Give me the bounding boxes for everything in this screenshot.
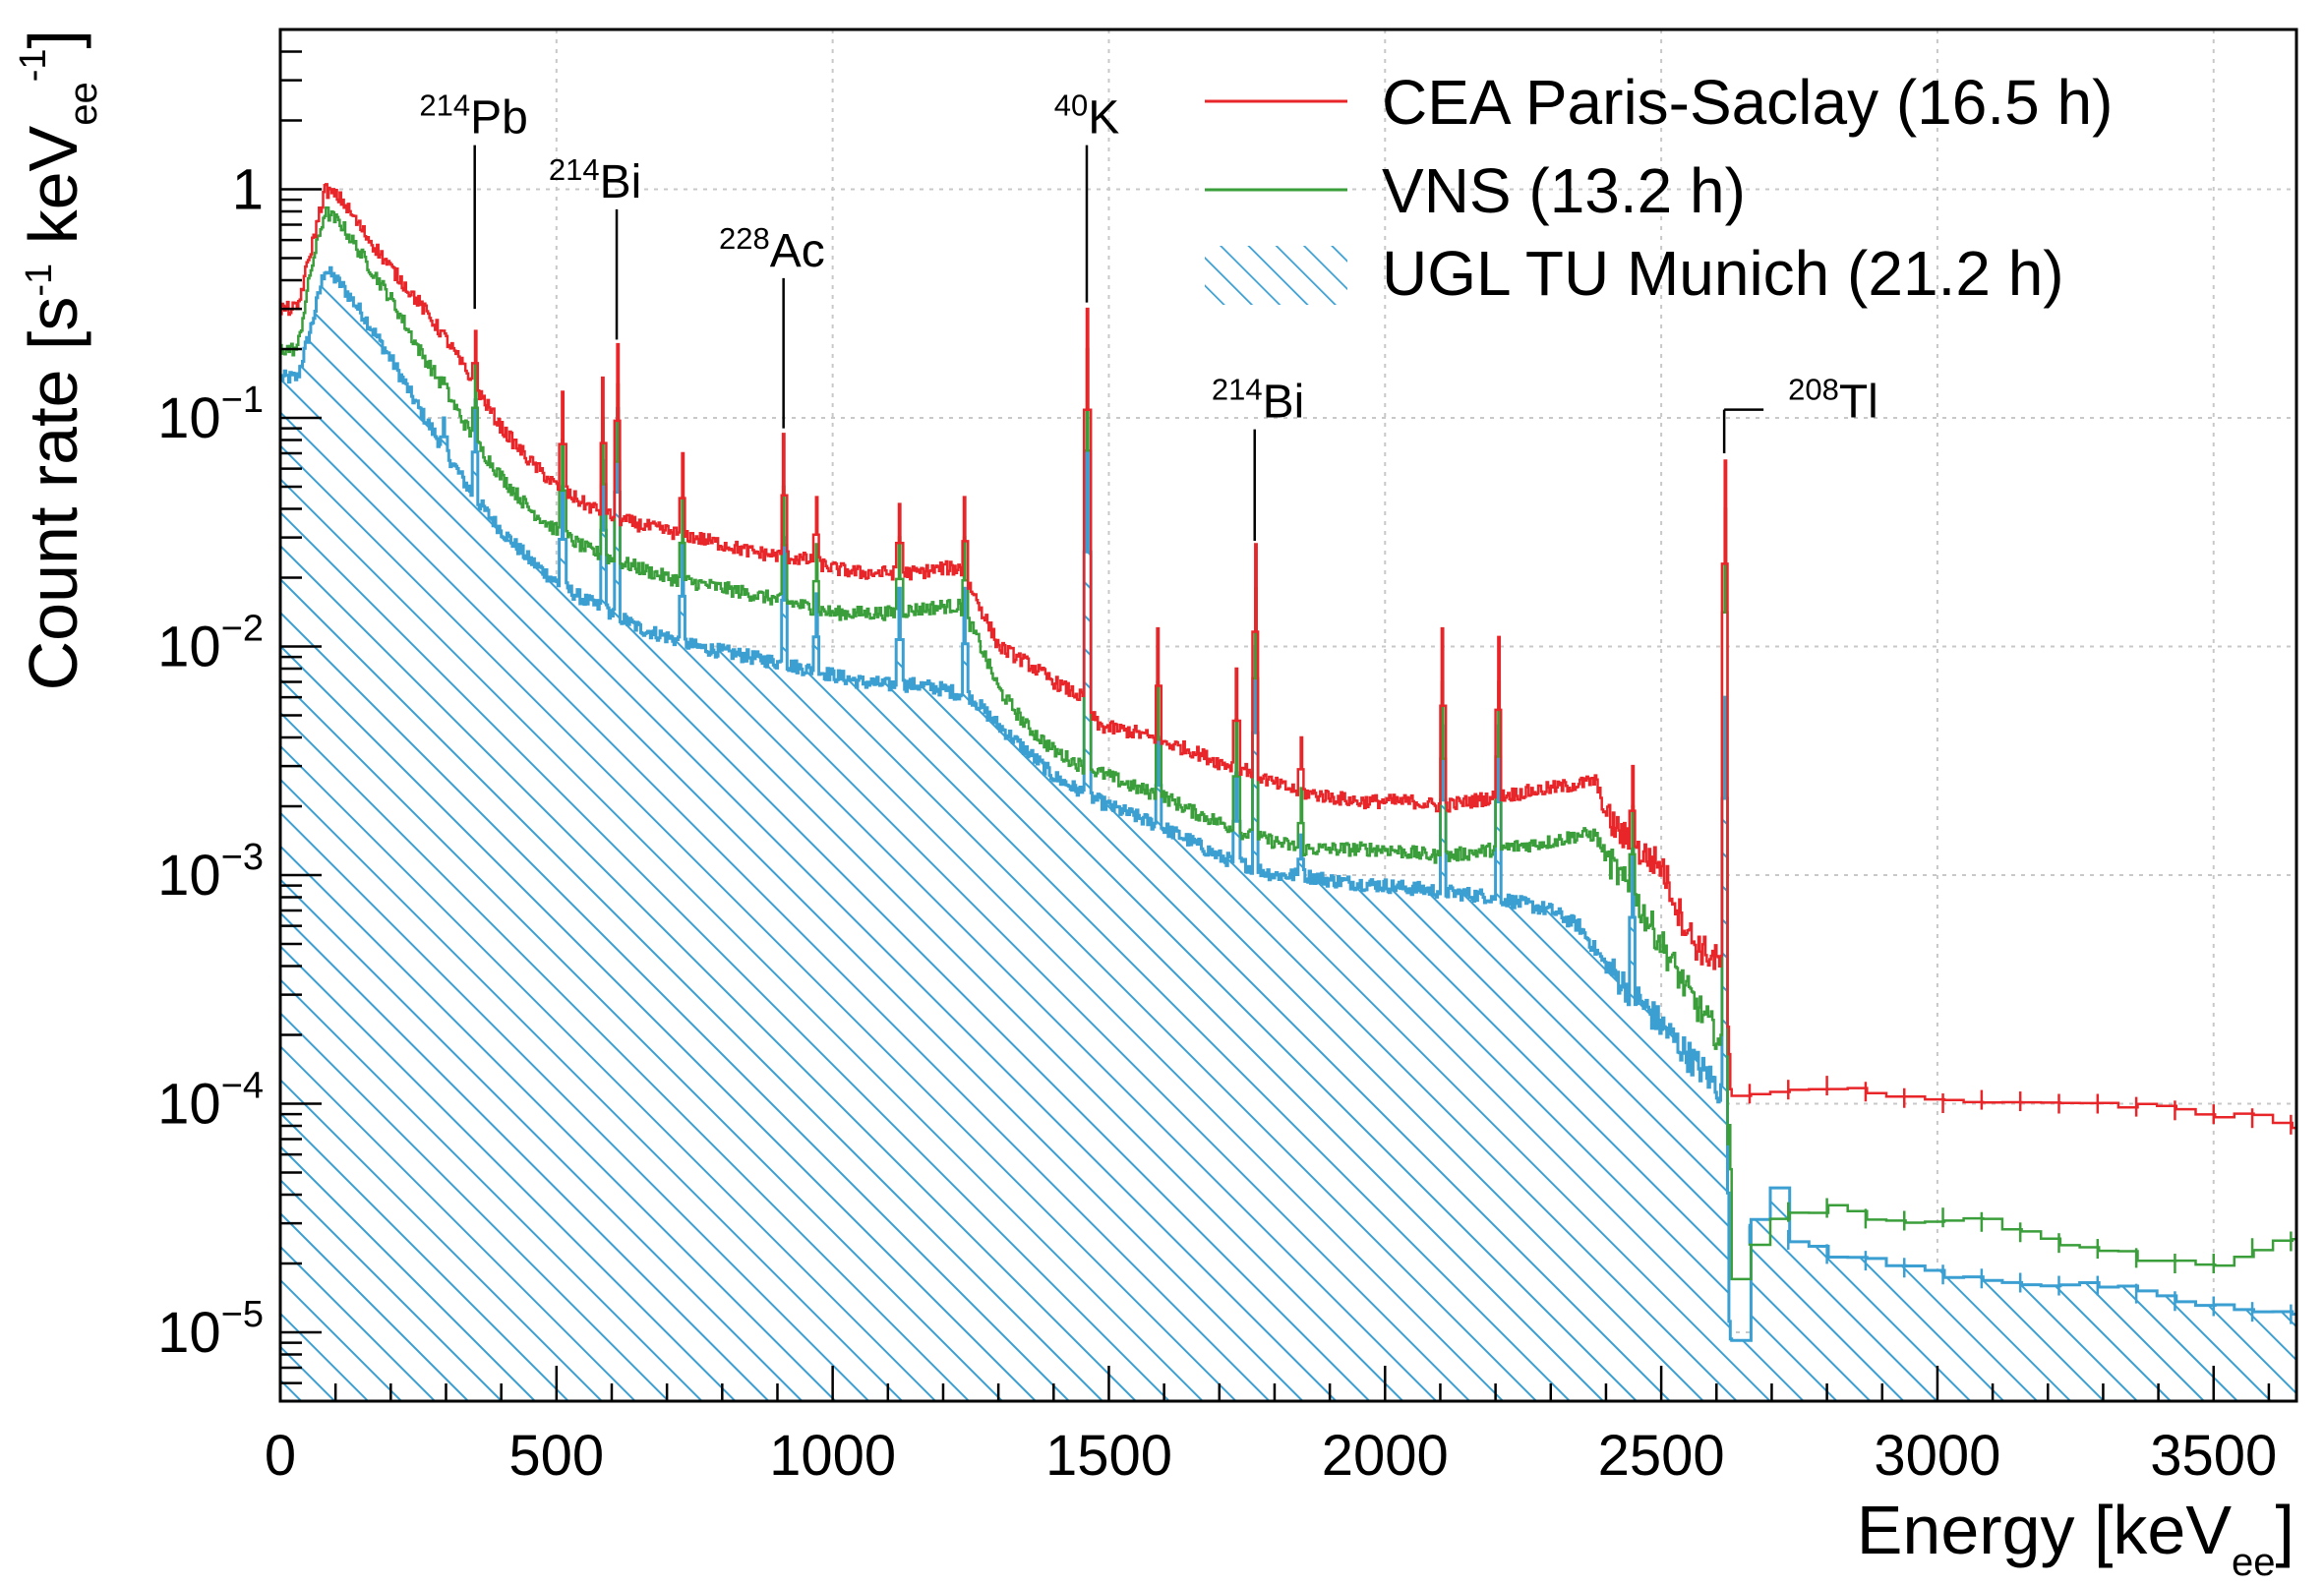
series-vns-line (280, 206, 2296, 1281)
y-tick-label: 10−5 (157, 1294, 264, 1365)
x-tick-label: 3500 (2150, 1424, 2277, 1488)
y-tick-label: 1 (232, 158, 264, 222)
y-tick-label: 10−3 (157, 837, 264, 908)
y-axis-title: Count rate [s-1 keVee-1] (13, 29, 105, 690)
isotope-label: 214Bi (1212, 373, 1304, 429)
y-tick-label: 10−1 (157, 380, 264, 450)
x-tick-label: 1000 (769, 1424, 896, 1488)
series-ugl-area (280, 265, 2296, 1342)
isotope-label: 228Ac (719, 221, 825, 277)
data-area (280, 183, 2296, 1401)
legend: CEA Paris-Saclay (16.5 h) VNS (13.2 h) U… (1205, 67, 2113, 309)
x-axis-title: Energy [keVee] (1857, 1492, 2294, 1584)
legend-label-vns: VNS (13.2 h) (1382, 155, 1746, 226)
legend-label-ugl: UGL TU Munich (21.2 h) (1382, 238, 2064, 309)
series-ugl-fill (280, 267, 2296, 1401)
isotope-label: 214Bi (549, 152, 641, 208)
x-tick-label: 500 (508, 1424, 604, 1488)
x-tick-label: 1500 (1045, 1424, 1172, 1488)
axis-ticks: 0 500 1000 1500 2000 2500 3000 3500 1 10−1 10−2 10−… (157, 28, 2277, 1488)
x-tick-label: 2500 (1598, 1424, 1725, 1488)
x-tick-label: 3000 (1874, 1424, 2000, 1488)
isotope-label: 40K (1054, 88, 1120, 145)
series-cea-line (280, 183, 2296, 1130)
legend-swatch-ugl (1205, 246, 1347, 305)
y-tick-label: 10−4 (157, 1066, 264, 1137)
isotope-label: 208Tl (1788, 373, 1878, 429)
annotations: 214Pb 214Bi 228Ac 40K 214Bi 208Tl (419, 88, 1878, 542)
x-tick-label: 2000 (1322, 1424, 1449, 1488)
x-tick-label: 0 (265, 1424, 296, 1488)
legend-label-cea: CEA Paris-Saclay (16.5 h) (1382, 67, 2113, 138)
isotope-label: 214Pb (419, 88, 527, 145)
y-tick-label: 10−2 (157, 609, 264, 679)
